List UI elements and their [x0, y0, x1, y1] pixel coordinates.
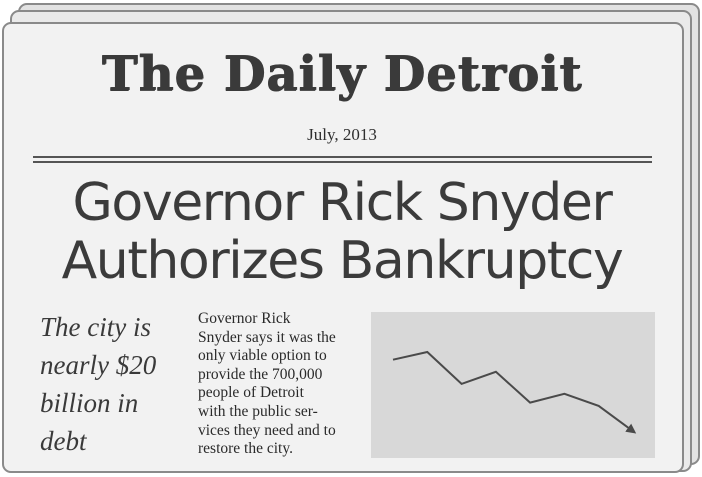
headline-line-2: Authorizes Bankruptcy [61, 231, 624, 291]
headline-line-1: Governor Rick Snyder [72, 173, 613, 233]
body-line: provide the 700,000 [198, 365, 323, 383]
decline-chart [371, 312, 655, 458]
subhead-line: nearly $20 [40, 350, 157, 380]
subhead-line: debt [40, 426, 87, 456]
body-line: Governor Rick [198, 310, 291, 327]
headline: Governor Rick Snyder Authorizes Bankrupt… [0, 174, 684, 290]
body-line: only viable option to [198, 347, 327, 365]
masthead-rule-top [33, 156, 652, 158]
subhead: The city is nearly $20 billion in debt [40, 308, 190, 460]
chart-series-line [392, 350, 637, 434]
body-line: Snyder says it was the [198, 328, 336, 346]
subhead-line: The city is [40, 312, 151, 342]
body-line: people of Detroit [198, 384, 304, 402]
body-line: with the public ser- [198, 402, 318, 420]
issue-date: July, 2013 [307, 125, 377, 144]
article-body: Governor Rick Snyder says it was the onl… [198, 310, 356, 459]
body-line: restore the city. [198, 440, 293, 458]
body-line: vices they need and to [198, 421, 336, 439]
masthead: The Daily Detroit [101, 46, 583, 102]
subhead-line: billion in [40, 388, 139, 418]
masthead-rule-bottom [33, 161, 652, 163]
chart-plot [392, 350, 637, 434]
